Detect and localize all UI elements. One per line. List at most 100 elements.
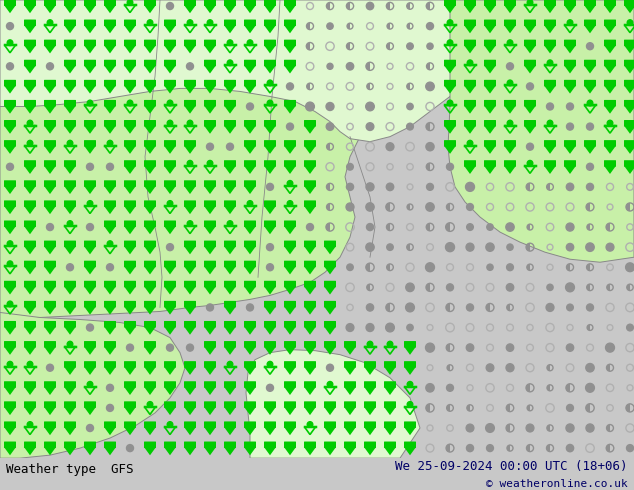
Circle shape xyxy=(587,100,593,106)
Polygon shape xyxy=(104,125,116,134)
Circle shape xyxy=(47,20,53,25)
Polygon shape xyxy=(224,346,236,355)
FancyBboxPatch shape xyxy=(544,140,556,147)
FancyBboxPatch shape xyxy=(164,60,176,66)
Polygon shape xyxy=(244,427,256,435)
Polygon shape xyxy=(164,146,176,154)
Wedge shape xyxy=(387,43,390,49)
FancyBboxPatch shape xyxy=(44,80,56,86)
FancyBboxPatch shape xyxy=(204,361,216,368)
FancyBboxPatch shape xyxy=(4,341,16,347)
Polygon shape xyxy=(264,447,276,455)
FancyBboxPatch shape xyxy=(604,140,616,147)
FancyBboxPatch shape xyxy=(444,80,456,86)
Polygon shape xyxy=(184,186,196,194)
Circle shape xyxy=(107,384,113,392)
Circle shape xyxy=(467,224,474,230)
Polygon shape xyxy=(144,45,156,53)
FancyBboxPatch shape xyxy=(44,140,56,147)
FancyBboxPatch shape xyxy=(264,20,276,26)
FancyBboxPatch shape xyxy=(404,341,416,347)
FancyBboxPatch shape xyxy=(24,301,36,307)
Polygon shape xyxy=(144,5,156,13)
Circle shape xyxy=(7,362,13,367)
Circle shape xyxy=(627,20,633,25)
Polygon shape xyxy=(84,306,96,315)
Circle shape xyxy=(386,183,394,191)
Circle shape xyxy=(446,284,453,291)
FancyBboxPatch shape xyxy=(264,281,276,287)
Polygon shape xyxy=(284,447,296,455)
FancyBboxPatch shape xyxy=(204,180,216,187)
Polygon shape xyxy=(44,346,56,355)
FancyBboxPatch shape xyxy=(244,20,256,26)
FancyBboxPatch shape xyxy=(224,421,236,428)
Wedge shape xyxy=(626,203,630,211)
Circle shape xyxy=(427,43,433,49)
Text: We 25-09-2024 00:00 UTC (18+06): We 25-09-2024 00:00 UTC (18+06) xyxy=(395,460,628,473)
Wedge shape xyxy=(607,284,610,291)
FancyBboxPatch shape xyxy=(4,140,16,147)
Circle shape xyxy=(426,384,434,392)
Circle shape xyxy=(447,40,453,46)
Circle shape xyxy=(87,200,93,206)
FancyBboxPatch shape xyxy=(324,401,336,408)
Polygon shape xyxy=(564,146,576,154)
Circle shape xyxy=(287,180,293,186)
Polygon shape xyxy=(244,25,256,33)
Polygon shape xyxy=(24,226,36,234)
Polygon shape xyxy=(604,146,616,154)
FancyBboxPatch shape xyxy=(64,20,76,26)
Wedge shape xyxy=(607,424,610,432)
FancyBboxPatch shape xyxy=(144,321,156,327)
FancyBboxPatch shape xyxy=(164,381,176,388)
Polygon shape xyxy=(224,125,236,134)
Polygon shape xyxy=(244,286,256,294)
Text: © weatheronline.co.uk: © weatheronline.co.uk xyxy=(486,479,628,489)
Wedge shape xyxy=(446,344,450,351)
Polygon shape xyxy=(164,186,176,194)
FancyBboxPatch shape xyxy=(544,40,556,46)
Polygon shape xyxy=(504,105,516,114)
Polygon shape xyxy=(24,246,36,254)
FancyBboxPatch shape xyxy=(124,120,136,126)
FancyBboxPatch shape xyxy=(144,40,156,46)
Wedge shape xyxy=(386,303,390,312)
Polygon shape xyxy=(484,146,496,154)
Circle shape xyxy=(6,63,13,70)
FancyBboxPatch shape xyxy=(24,281,36,287)
FancyBboxPatch shape xyxy=(284,301,296,307)
Circle shape xyxy=(446,163,453,171)
Circle shape xyxy=(46,63,53,70)
FancyBboxPatch shape xyxy=(4,381,16,388)
FancyBboxPatch shape xyxy=(484,20,496,26)
Polygon shape xyxy=(204,45,216,53)
FancyBboxPatch shape xyxy=(344,441,356,448)
FancyBboxPatch shape xyxy=(264,421,276,428)
Circle shape xyxy=(287,123,294,130)
Circle shape xyxy=(366,122,374,130)
Polygon shape xyxy=(404,346,416,355)
FancyBboxPatch shape xyxy=(64,361,76,368)
Polygon shape xyxy=(64,5,76,13)
FancyBboxPatch shape xyxy=(84,261,96,267)
FancyBboxPatch shape xyxy=(24,100,36,106)
Polygon shape xyxy=(264,206,276,214)
FancyBboxPatch shape xyxy=(124,381,136,388)
Circle shape xyxy=(266,244,273,251)
Polygon shape xyxy=(4,326,16,335)
Polygon shape xyxy=(104,326,116,335)
Polygon shape xyxy=(344,367,356,375)
FancyBboxPatch shape xyxy=(44,120,56,126)
Polygon shape xyxy=(504,146,516,154)
Circle shape xyxy=(507,40,513,46)
Polygon shape xyxy=(64,85,76,94)
Polygon shape xyxy=(84,346,96,355)
Polygon shape xyxy=(164,45,176,53)
FancyBboxPatch shape xyxy=(44,321,56,327)
Polygon shape xyxy=(324,306,336,315)
Circle shape xyxy=(27,140,33,146)
FancyBboxPatch shape xyxy=(604,100,616,106)
Polygon shape xyxy=(124,286,136,294)
FancyBboxPatch shape xyxy=(484,120,496,126)
